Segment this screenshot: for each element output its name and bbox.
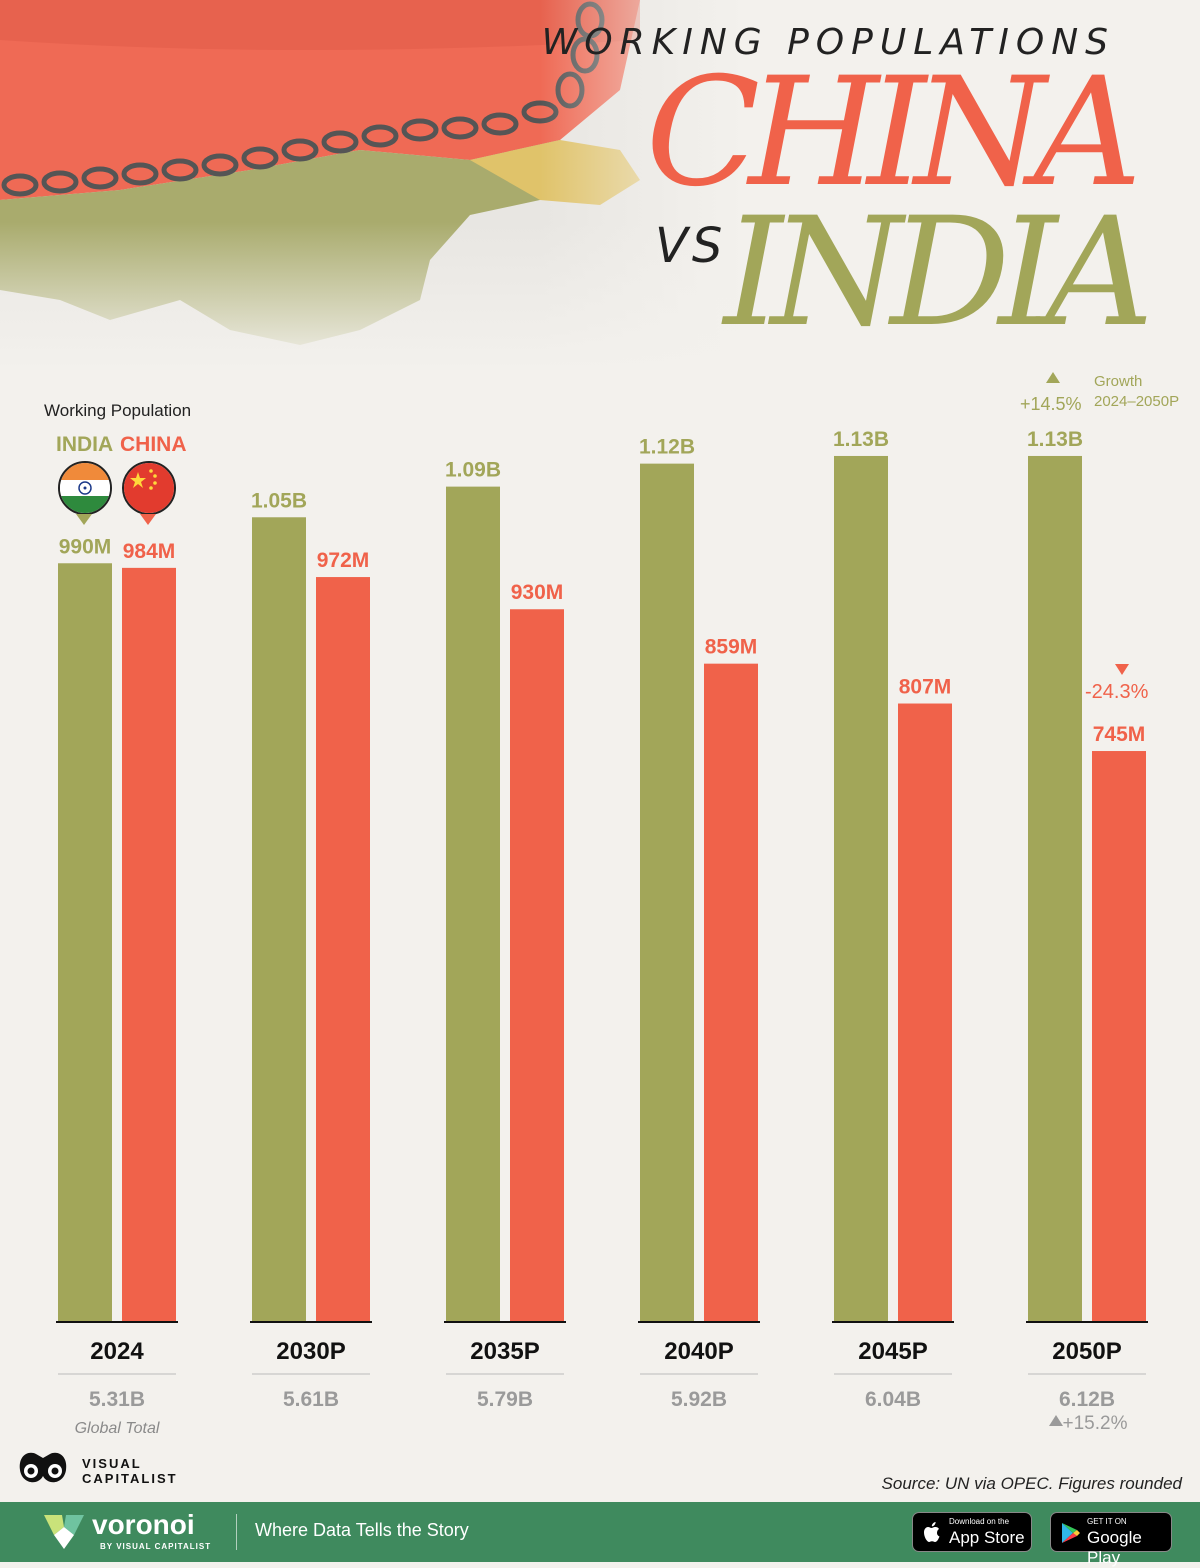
china-bar-2040P bbox=[704, 663, 758, 1322]
china-bar-2024 bbox=[122, 567, 176, 1322]
global-total-2050P: 6.12B bbox=[1059, 1388, 1115, 1411]
global-total-2040P: 5.92B bbox=[671, 1388, 727, 1411]
global-growth-up-icon bbox=[1049, 1415, 1063, 1426]
vc-line2: CAPITALIST bbox=[82, 1471, 178, 1486]
india-bar-2040P bbox=[640, 463, 694, 1323]
footer-tagline: Where Data Tells the Story bbox=[255, 1520, 469, 1540]
header: WORKING POPULATIONS CHINA VS INDIA bbox=[0, 0, 1200, 370]
india-growth-value: +14.5% bbox=[1020, 394, 1082, 414]
map-illustration bbox=[0, 0, 1200, 370]
app-store-small-text: Download on the bbox=[949, 1517, 1010, 1526]
india-bar-2024 bbox=[58, 563, 112, 1322]
india-value-label-2045P: 1.13B bbox=[833, 428, 889, 451]
google-play-small-text: GET IT ON bbox=[1087, 1517, 1127, 1526]
year-label-2030P: 2030P bbox=[276, 1338, 345, 1365]
india-bar-2030P bbox=[252, 517, 306, 1322]
china-value-label-2024: 984M bbox=[123, 540, 176, 563]
legend-china-label: CHINA bbox=[120, 433, 187, 456]
chart-subtitle: WORKING POPULATIONS bbox=[541, 22, 1115, 63]
source-note: Source: UN via OPEC. Figures rounded bbox=[881, 1474, 1182, 1493]
india-growth-annotation: +14.5% Growth 2024–2050P bbox=[1016, 370, 1196, 418]
india-pointer-icon bbox=[76, 514, 92, 525]
global-total-2045P: 6.04B bbox=[865, 1388, 921, 1411]
global-total-caption: Global Total bbox=[75, 1420, 160, 1437]
india-value-label-2030P: 1.05B bbox=[251, 489, 307, 512]
india-value-label-2040P: 1.12B bbox=[639, 436, 695, 459]
google-play-icon bbox=[1062, 1523, 1080, 1543]
india-flag-icon bbox=[58, 461, 112, 515]
footer-bar: voronoi BY VISUAL CAPITALIST Where Data … bbox=[0, 1502, 1200, 1567]
india-growth-label: Growth 2024–2050P bbox=[1094, 372, 1179, 412]
voronoi-logo-icon[interactable] bbox=[44, 1515, 84, 1549]
china-value-label-2045P: 807M bbox=[899, 676, 952, 699]
vc-binoculars-icon bbox=[19, 1452, 67, 1483]
app-store-button[interactable]: Download on the App Store bbox=[912, 1512, 1032, 1552]
global-total-2035P: 5.79B bbox=[477, 1388, 533, 1411]
google-play-label: Google Play bbox=[1087, 1528, 1142, 1567]
voronoi-wordmark[interactable]: voronoi bbox=[92, 1509, 195, 1540]
year-label-2035P: 2035P bbox=[470, 1338, 539, 1365]
down-triangle-icon bbox=[1115, 664, 1129, 675]
china-bar-2030P bbox=[316, 577, 370, 1322]
china-value-label-2050P: 745M bbox=[1093, 723, 1146, 746]
india-value-label-2050P: 1.13B bbox=[1027, 428, 1083, 451]
app-store-label: App Store bbox=[949, 1528, 1025, 1547]
legend-india-label: INDIA bbox=[56, 433, 114, 456]
china-growth-value: -24.3% bbox=[1085, 681, 1149, 703]
growth-label-line1: Growth bbox=[1094, 373, 1143, 390]
apple-icon bbox=[924, 1522, 940, 1542]
china-value-label-2030P: 972M bbox=[317, 549, 370, 572]
title-vs: VS bbox=[655, 218, 727, 274]
china-bar-2050P bbox=[1092, 751, 1146, 1322]
visual-capitalist-logo: VISUAL CAPITALIST bbox=[14, 1446, 176, 1490]
china-pointer-icon bbox=[140, 514, 156, 525]
global-total-2024: 5.31B bbox=[89, 1388, 145, 1411]
china-bar-2045P bbox=[898, 703, 952, 1322]
china-value-label-2040P: 859M bbox=[705, 636, 758, 659]
india-bar-2035P bbox=[446, 486, 500, 1322]
year-label-2050P: 2050P bbox=[1052, 1338, 1121, 1365]
title-china: CHINA bbox=[645, 46, 1142, 220]
india-bar-2045P bbox=[834, 455, 888, 1322]
vc-line1: VISUAL bbox=[82, 1456, 142, 1471]
china-bar-2035P bbox=[510, 609, 564, 1322]
legend-title: Working Population bbox=[44, 401, 192, 420]
year-label-2040P: 2040P bbox=[664, 1338, 733, 1365]
china-value-label-2035P: 930M bbox=[511, 581, 564, 604]
bar-chart: 990M 984M 2024 5.31B 1.05B 972M 2030P 5.61B 1.09… bbox=[56, 428, 1148, 1437]
india-bar-2050P bbox=[1028, 455, 1082, 1322]
footer-divider bbox=[236, 1514, 237, 1550]
title-india: INDIA bbox=[723, 186, 1154, 360]
global-total-2030P: 5.61B bbox=[283, 1388, 339, 1411]
growth-label-line2: 2024–2050P bbox=[1094, 393, 1180, 410]
voronoi-byline: BY VISUAL CAPITALIST bbox=[100, 1542, 212, 1551]
year-label-2045P: 2045P bbox=[858, 1338, 927, 1365]
year-label-2024: 2024 bbox=[90, 1338, 144, 1365]
global-growth-value: +15.2% bbox=[1063, 1413, 1128, 1434]
india-value-label-2024: 990M bbox=[59, 535, 112, 558]
india-value-label-2035P: 1.09B bbox=[445, 459, 501, 482]
up-triangle-icon bbox=[1046, 372, 1060, 383]
google-play-button[interactable]: GET IT ON Google Play bbox=[1050, 1512, 1172, 1567]
